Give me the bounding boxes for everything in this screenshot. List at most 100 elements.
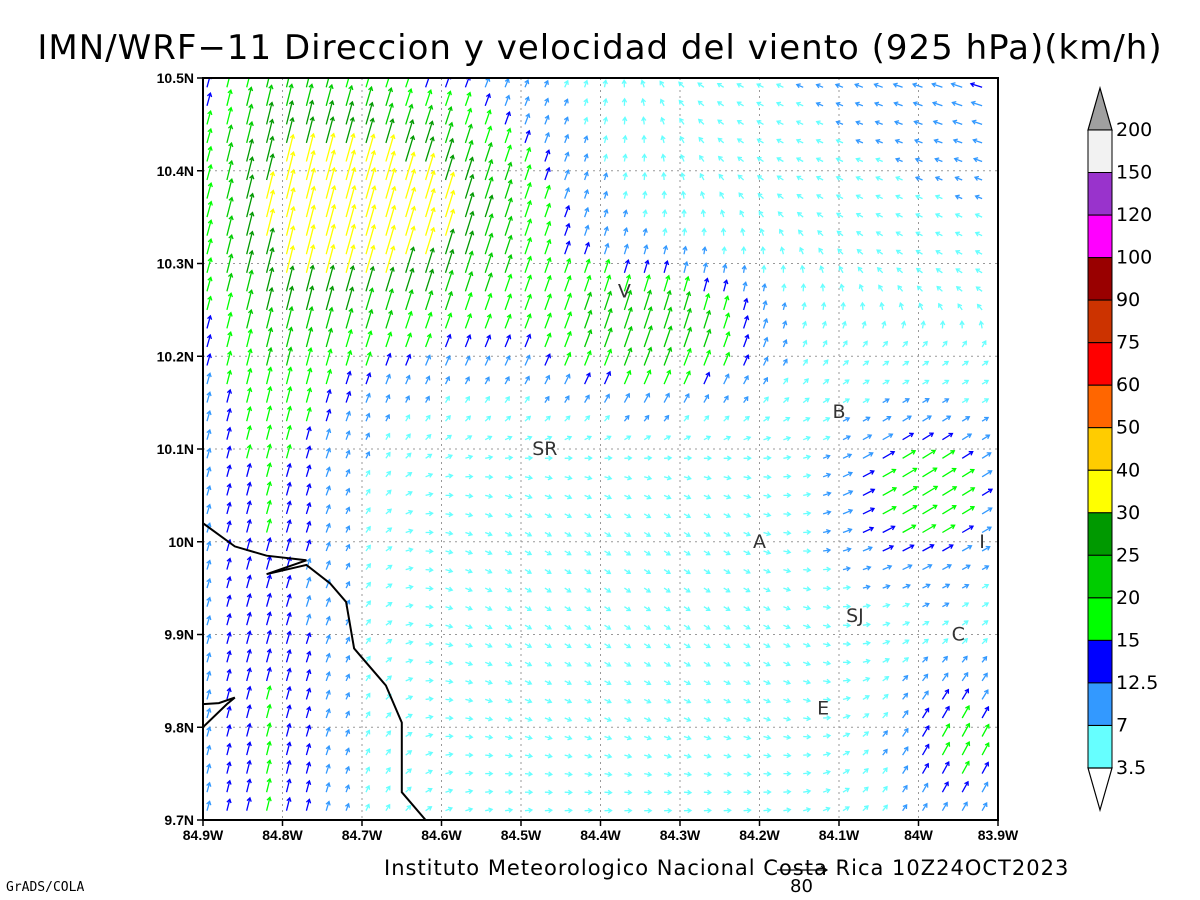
wind-vector (683, 475, 692, 481)
wind-vector (742, 333, 750, 348)
wind-vector (385, 620, 393, 626)
wind-vector (955, 285, 963, 292)
wind-vector (882, 767, 888, 775)
wind-vector (206, 391, 212, 403)
wind-vector (802, 661, 812, 667)
wind-vector (742, 281, 748, 292)
wind-vector (961, 741, 971, 756)
wind-vector (663, 569, 672, 575)
wind-vector (902, 657, 910, 663)
wind-vector (941, 781, 949, 793)
wind-vector (663, 717, 672, 723)
wind-vector (942, 432, 954, 441)
wind-vector (484, 213, 494, 236)
wind-vector (723, 455, 732, 461)
wind-vector (504, 698, 513, 704)
wind-vector (465, 435, 473, 441)
wind-vector (465, 661, 474, 667)
wind-vector (505, 807, 514, 813)
wind-vector (603, 172, 609, 181)
wind-vector (842, 340, 848, 348)
wind-vector (265, 306, 274, 329)
wind-vector (246, 481, 252, 496)
wind-vector (544, 220, 552, 236)
wind-vector (305, 464, 312, 477)
wind-vector (226, 426, 232, 440)
wind-vector (206, 689, 212, 700)
wind-vector (821, 320, 827, 329)
wind-vector (703, 328, 712, 348)
wind-vector (385, 224, 397, 255)
wind-vector (226, 178, 234, 199)
wind-vector (854, 82, 864, 88)
wind-vector (815, 83, 824, 89)
wind-vector (723, 789, 732, 796)
wind-vector (783, 679, 792, 685)
wind-vector (760, 246, 766, 255)
wind-vector (246, 648, 252, 663)
wind-vector (763, 568, 772, 574)
wind-vector (246, 574, 252, 589)
wind-vector (206, 781, 212, 793)
wind-vector (325, 726, 331, 737)
wind-vector (641, 153, 648, 162)
wind-vector (505, 789, 514, 795)
wind-vector (544, 114, 550, 125)
wind-vector (465, 752, 474, 758)
wind-vector (679, 135, 685, 144)
wind-vector (465, 734, 474, 740)
wind-vector (584, 771, 593, 777)
wind-vector (325, 559, 331, 570)
wind-vector (485, 789, 494, 795)
wind-vector (365, 692, 371, 700)
wind-vector (895, 249, 903, 255)
colorbar-segment (1087, 257, 1113, 301)
wind-vector (305, 326, 314, 348)
wind-vector (305, 185, 317, 218)
colorbar-label: 120 (1116, 204, 1152, 226)
wind-vector (365, 133, 376, 162)
wind-vector (815, 175, 824, 181)
wind-vector (743, 587, 751, 593)
wind-vector (265, 266, 275, 292)
wind-vector (385, 730, 392, 737)
wind-vector (265, 424, 273, 440)
wind-vector (305, 83, 314, 106)
wind-vector (305, 116, 315, 144)
wind-vector (815, 157, 824, 163)
wind-vector (941, 741, 951, 756)
wind-vector (544, 435, 553, 441)
wind-vector (325, 116, 335, 144)
wind-vector (623, 392, 631, 403)
wind-vector (524, 550, 533, 556)
wind-vector (942, 360, 950, 367)
wind-vector (345, 307, 354, 329)
wind-vector (424, 354, 432, 366)
wind-vector (922, 656, 929, 663)
wind-vector (265, 385, 273, 403)
wind-vector (544, 353, 552, 366)
wind-vector (894, 138, 903, 144)
wind-vector (504, 606, 513, 611)
wind-vector (763, 807, 772, 813)
wind-vector (584, 643, 592, 649)
wind-vector (700, 208, 707, 218)
wind-vector (485, 474, 494, 480)
wind-vector (564, 698, 573, 704)
wind-vector (424, 169, 436, 199)
wind-vector (763, 549, 772, 555)
wind-vector (265, 499, 272, 515)
wind-vector (365, 412, 371, 422)
wind-vector (405, 225, 416, 255)
wind-vector (743, 568, 751, 574)
wind-vector (444, 354, 451, 366)
wind-vector (663, 550, 672, 556)
wind-vector (583, 98, 589, 107)
wind-vector (246, 103, 254, 125)
wind-vector (485, 770, 494, 777)
wind-vector (246, 308, 254, 329)
wind-vector (285, 133, 296, 162)
wind-vector (385, 657, 393, 663)
wind-vector (504, 716, 513, 722)
wind-vector (564, 735, 573, 741)
